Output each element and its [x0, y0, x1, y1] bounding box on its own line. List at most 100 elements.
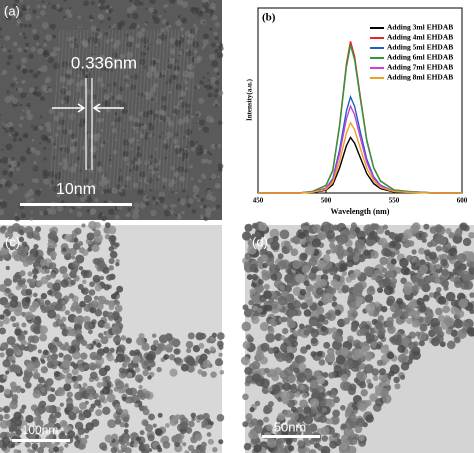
nanoparticle	[163, 353, 170, 360]
noise	[145, 132, 150, 136]
lattice-fringe	[60, 29, 71, 191]
nanoparticle	[293, 237, 300, 245]
noise	[40, 134, 48, 141]
noise	[115, 184, 122, 190]
nanoparticle	[300, 302, 308, 310]
nanoparticle	[377, 315, 384, 322]
noise	[115, 94, 123, 101]
noise	[41, 0, 45, 4]
noise	[173, 171, 180, 177]
nanoparticle	[95, 409, 103, 417]
nanoparticle	[320, 326, 327, 332]
lattice-fringe	[109, 29, 120, 191]
nanoparticle	[299, 384, 305, 391]
nanoparticle	[245, 375, 254, 384]
nanoparticle	[0, 228, 6, 234]
nanoparticle	[383, 344, 389, 350]
nanoparticle	[99, 398, 105, 403]
nanoparticle	[333, 396, 340, 404]
noise	[104, 66, 110, 72]
noise	[69, 62, 72, 65]
nanoparticle	[185, 340, 194, 349]
noise	[214, 100, 218, 104]
nanoparticle	[309, 379, 319, 389]
nanoparticle	[263, 283, 270, 290]
nanoparticle	[54, 303, 63, 311]
noise	[53, 142, 56, 146]
nanoparticle	[433, 325, 443, 335]
nanoparticle	[428, 274, 436, 282]
nanoparticle	[115, 258, 120, 264]
nanoparticle	[79, 367, 85, 373]
nanoparticle	[145, 424, 154, 433]
noise	[152, 196, 156, 201]
nanoparticle	[325, 229, 336, 240]
noise	[38, 125, 44, 131]
nanoparticle	[93, 229, 101, 237]
nanoparticle	[139, 357, 145, 363]
nanoparticle	[146, 366, 152, 371]
legend-label: Adding 7ml EHDAB	[387, 63, 453, 72]
noise	[30, 46, 36, 52]
noise	[4, 129, 9, 133]
nanoparticle	[110, 446, 118, 453]
nanoparticle	[0, 407, 4, 413]
noise	[106, 108, 111, 113]
noise	[175, 191, 178, 195]
noise	[136, 139, 140, 142]
noise	[196, 144, 203, 151]
nanoparticle	[329, 440, 338, 449]
nanoparticle	[108, 246, 115, 252]
nanoparticle	[46, 355, 56, 364]
nanoparticle	[210, 336, 215, 341]
nanoparticle	[354, 239, 365, 250]
nanoparticle	[25, 414, 34, 424]
noise	[79, 79, 87, 87]
nanoparticle	[0, 414, 4, 422]
nanoparticle	[441, 268, 449, 276]
noise	[126, 7, 133, 14]
noise	[58, 111, 65, 118]
nanoparticle	[134, 349, 141, 356]
nanoparticle	[120, 335, 127, 341]
noise	[52, 34, 57, 39]
noise	[153, 158, 159, 164]
nanoparticle	[15, 429, 22, 436]
nanoparticle	[0, 255, 4, 262]
nanoparticle	[187, 420, 195, 428]
nanoparticle	[0, 384, 5, 393]
noise	[36, 70, 41, 75]
nanoparticle	[64, 443, 69, 448]
noise	[24, 92, 27, 95]
nanoparticle	[94, 399, 101, 407]
noise	[44, 121, 52, 128]
noise	[58, 209, 61, 212]
noise	[139, 171, 146, 178]
noise	[10, 160, 18, 167]
nanoparticle	[285, 356, 293, 364]
nanoparticle	[322, 225, 330, 233]
nanoparticle	[461, 321, 469, 329]
nanoparticle	[89, 281, 95, 288]
noise	[112, 52, 118, 59]
nanoparticle	[89, 306, 97, 314]
noise	[143, 65, 147, 70]
nanoparticle	[376, 359, 384, 367]
nanoparticle	[328, 372, 335, 379]
lattice-fringe	[88, 29, 99, 191]
noise	[204, 158, 209, 164]
lattice-fringe	[130, 29, 141, 191]
noise	[149, 188, 153, 192]
x-tick-label: 450	[253, 197, 264, 205]
noise	[202, 1, 209, 8]
nanoparticle	[115, 380, 125, 390]
noise	[54, 133, 59, 137]
noise	[88, 60, 92, 65]
nanoparticle	[329, 287, 337, 295]
nanoparticle	[312, 224, 322, 234]
noise	[6, 14, 12, 21]
nanoparticle	[28, 254, 35, 261]
nanoparticle	[249, 407, 255, 413]
nanoparticle	[24, 381, 32, 389]
nanoparticle	[309, 438, 316, 445]
